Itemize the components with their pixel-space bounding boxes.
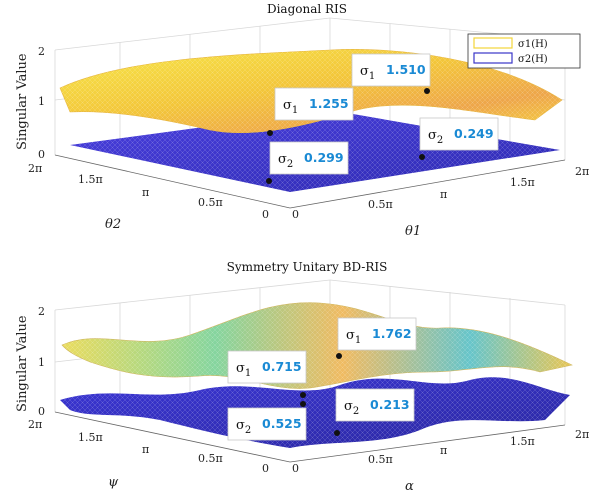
- datatip-sigma1: σ1 1.762: [336, 317, 417, 359]
- datatip-box: [419, 117, 499, 151]
- y-tick-label: π: [142, 443, 149, 456]
- datatip-value: 0.213: [370, 397, 410, 412]
- y-tick-label: 1.5π: [78, 173, 103, 186]
- y-tick-label: 0: [262, 462, 269, 475]
- legend-swatch-sigma1: [473, 37, 513, 49]
- z-axis-label: Singular Value: [15, 53, 30, 150]
- z-tick-label: 1: [38, 95, 45, 108]
- datatip-label: σ1: [236, 361, 251, 379]
- datatip-label: σ2: [344, 399, 359, 417]
- x-tick-label: 2π: [575, 428, 589, 441]
- z-tick-label: 0: [38, 405, 45, 418]
- datatip-box: [227, 350, 307, 384]
- datatip-point: [419, 154, 425, 160]
- legend-entry: σ1(H): [518, 39, 548, 50]
- datatip-point: [300, 392, 306, 398]
- datatip-sigma1: σ1 1.510: [351, 53, 431, 94]
- y-tick-label: 2π: [28, 418, 42, 431]
- z-axis-label: Singular Value: [15, 315, 30, 412]
- datatip-label: σ1: [346, 328, 361, 346]
- datatip-box: [335, 388, 415, 422]
- z-tick-label: 1: [38, 356, 45, 369]
- datatip-label: σ1: [360, 64, 375, 82]
- z-tick-label: 0: [38, 148, 45, 161]
- datatip-point: [334, 430, 340, 436]
- x-ticks: 0 0.5π π 1.5π 2π: [292, 165, 589, 221]
- datatip-box: [269, 141, 349, 175]
- datatip-point: [300, 401, 306, 407]
- y-axis-label: ψ: [108, 475, 119, 490]
- datatip-sigma2: σ2 0.213: [334, 388, 415, 436]
- chart-title: Symmetry Unitary BD-RIS: [227, 260, 388, 274]
- x-tick-label: 0: [292, 208, 299, 221]
- x-tick-label: 0: [292, 462, 299, 475]
- datatip-value: 1.762: [372, 326, 412, 341]
- chart-title: Diagonal RIS: [267, 2, 347, 16]
- z-ticks: 0 1 2: [38, 305, 45, 418]
- y-axis-label: θ2: [105, 217, 121, 232]
- datatip-value: 0.715: [262, 359, 302, 374]
- datatip-sigma2: σ2 0.525: [227, 401, 307, 441]
- y-ticks: 2π 1.5π π 0.5π 0: [28, 418, 269, 475]
- x-tick-label: 1.5π: [510, 176, 535, 189]
- x-tick-label: 0.5π: [368, 198, 393, 211]
- x-axis-label: θ1: [405, 224, 421, 239]
- chart-symmetry-unitary-bd-ris: 0 1 2 Singular Value 2π 1.5π π 0.5π 0 ψ …: [15, 260, 589, 494]
- x-tick-label: 0.5π: [368, 453, 393, 466]
- datatip-sigma2: σ2 0.249: [419, 117, 499, 160]
- datatip-point: [424, 88, 430, 94]
- datatip-value: 0.525: [262, 416, 302, 431]
- x-tick-label: 2π: [575, 165, 589, 178]
- datatip-sigma2: σ2 0.299: [266, 141, 349, 184]
- z-ticks: 0 1 2: [38, 45, 45, 161]
- datatip-point: [336, 353, 342, 359]
- datatip-box: [337, 317, 417, 351]
- datatip-label: σ2: [428, 128, 443, 146]
- datatip-value: 0.249: [454, 126, 494, 141]
- y-ticks: 2π 1.5π π 0.5π 0: [28, 162, 269, 221]
- datatip-box: [274, 87, 354, 121]
- legend-entry: σ2(H): [518, 54, 548, 65]
- datatip-box: [351, 53, 431, 87]
- datatip-box: [227, 407, 307, 441]
- z-tick-label: 2: [38, 45, 45, 58]
- legend-swatch-sigma2: [473, 52, 513, 64]
- datatip-value: 1.510: [386, 62, 426, 77]
- datatip-point: [267, 130, 273, 136]
- datatip-label: σ2: [278, 152, 293, 170]
- x-axis-label: α: [405, 479, 414, 494]
- x-tick-label: 1.5π: [510, 435, 535, 448]
- y-tick-label: 0: [262, 208, 269, 221]
- datatip-label: σ1: [283, 98, 298, 116]
- y-tick-label: 0.5π: [198, 196, 223, 209]
- y-tick-label: 1.5π: [78, 431, 103, 444]
- chart-diagonal-ris: 0 1 2 Singular Value 2π 1.5π π 0.5π 0 θ2…: [15, 2, 589, 239]
- legend: σ1(H) σ2(H): [467, 33, 581, 69]
- x-ticks: 0 0.5π π 1.5π 2π: [292, 428, 589, 475]
- datatip-point: [266, 178, 272, 184]
- datatip-value: 1.255: [309, 96, 349, 111]
- x-tick-label: π: [440, 188, 447, 201]
- datatip-value: 0.299: [304, 150, 344, 165]
- y-tick-label: π: [142, 186, 149, 199]
- datatip-sigma1: σ1 0.715: [227, 350, 307, 398]
- y-tick-label: 0.5π: [198, 452, 223, 465]
- datatip-label: σ2: [236, 418, 251, 436]
- x-tick-label: π: [440, 444, 447, 457]
- datatip-sigma1: σ1 1.255: [267, 87, 354, 136]
- z-tick-label: 2: [38, 305, 45, 318]
- y-tick-label: 2π: [28, 162, 42, 175]
